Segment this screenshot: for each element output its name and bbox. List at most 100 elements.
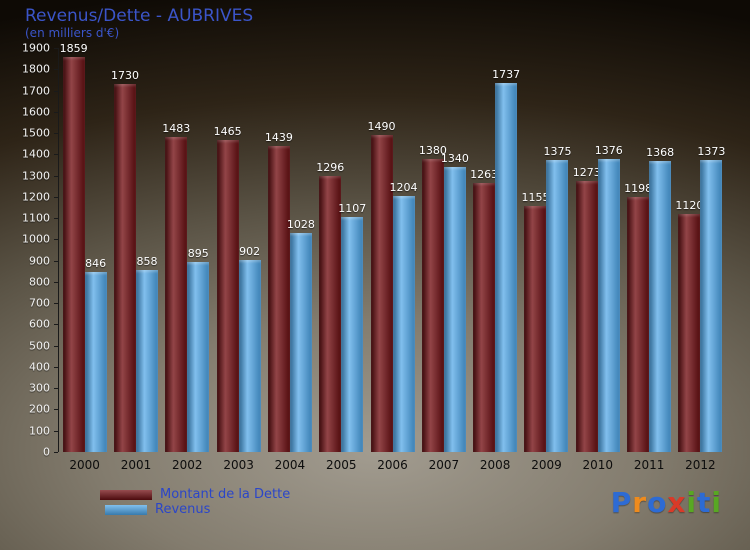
y-tick-mark: [54, 154, 58, 156]
logo-letter: i: [686, 486, 697, 519]
y-tick-mark: [54, 69, 58, 71]
bar-value-label: 1204: [389, 181, 418, 194]
y-tick-label: 300: [29, 381, 50, 395]
bar-wrap: 1204: [390, 181, 418, 452]
bar-value-label: 1380: [418, 144, 447, 157]
x-tick-label: 2009: [531, 458, 562, 472]
bar-value-label: 1439: [264, 131, 293, 144]
bar-value-label: 1859: [59, 42, 88, 55]
bar-revenus: [392, 196, 415, 452]
bar-value-label: 1198: [624, 182, 653, 195]
bar-wrap: 895: [187, 247, 210, 452]
x-tick-label: 2004: [274, 458, 306, 472]
y-tick-label: 1400: [22, 147, 50, 161]
bar-revenus: [495, 83, 518, 452]
bar-group-2005: 1296 1107 2005: [316, 48, 367, 472]
bar-value-label: 1376: [594, 144, 623, 157]
y-tick-mark: [54, 133, 58, 135]
bar-montant-de-la-dette: [62, 57, 85, 452]
bar-wrap: 858: [135, 255, 158, 452]
bar-wrap: 1120: [675, 199, 703, 452]
bar-montant-de-la-dette: [267, 146, 290, 452]
bar-value-label: 1375: [543, 145, 572, 158]
bar-group-2011: 1198 1368 2011: [623, 48, 674, 472]
bar-montant-de-la-dette: [575, 181, 598, 452]
logo-letter: P: [610, 486, 633, 519]
y-tick-label: 900: [29, 254, 50, 268]
y-axis: 1900 1800 1700 1600 1500 1400 1300 1200 1100 1000…: [0, 42, 58, 459]
bar-value-label: 902: [239, 245, 261, 258]
bar-group-2000: 1859 846 2000: [59, 42, 110, 472]
y-tick-label: 1200: [22, 190, 50, 204]
y-tick-mark: [54, 175, 58, 177]
x-tick-label: 2010: [582, 458, 614, 472]
bar-value-label: 1483: [162, 122, 191, 135]
y-tick-mark: [54, 388, 58, 390]
bar-wrap: 1730: [111, 69, 139, 452]
bar-wrap: 1198: [624, 182, 652, 452]
bar-value-label: 846: [85, 257, 107, 270]
y-tick-label: 0: [43, 445, 50, 459]
bar-wrap: 1368: [646, 146, 674, 452]
bar-wrap: 1273: [573, 166, 601, 452]
bar-revenus: [597, 159, 620, 452]
bar-value-label: 1373: [697, 145, 726, 158]
x-tick-label: 2007: [428, 458, 460, 472]
y-tick-mark: [54, 48, 58, 49]
legend-row-revenus: Revenus: [100, 502, 290, 517]
x-tick-label: 2002: [172, 458, 203, 472]
bar-value-label: 1273: [572, 166, 601, 179]
proxiti-logo: Proxiti: [611, 486, 722, 519]
y-tick-label: 1900: [22, 41, 50, 55]
bar-revenus: [649, 161, 672, 452]
bar-wrap: 1296: [316, 161, 344, 452]
y-tick-label: 1300: [22, 169, 50, 183]
logo-letter: i: [711, 486, 722, 519]
bar-group-2010: 1273 1376 2010: [572, 48, 623, 472]
bar-value-label: 858: [136, 255, 158, 268]
bar-group-2004: 1439 1028 2004: [264, 48, 315, 472]
bar-wrap: 1375: [543, 145, 571, 452]
bar-value-label: 1028: [286, 218, 315, 231]
bar-value-label: 1730: [110, 69, 139, 82]
bar-wrap: 1483: [162, 122, 190, 452]
y-tick-mark: [54, 111, 58, 113]
bar-wrap: 1376: [595, 144, 623, 452]
bar-wrap: 1263: [470, 168, 498, 452]
bar-montant-de-la-dette: [370, 135, 393, 452]
bar-wrap: 1490: [368, 120, 396, 452]
bar-montant-de-la-dette: [421, 159, 444, 452]
bar-group-2006: 1490 1204 2006: [367, 48, 418, 472]
logo-letter: x: [667, 486, 687, 519]
bar-group-2009: 1155 1375 2009: [521, 48, 572, 472]
bar-value-label: 1340: [440, 152, 469, 165]
legend-swatch-revenus: [105, 504, 147, 515]
y-tick-label: 1100: [22, 211, 50, 225]
bar-revenus: [238, 260, 261, 452]
bar-montant-de-la-dette: [678, 214, 701, 452]
bar-revenus: [700, 160, 723, 452]
bar-wrap: 1465: [214, 125, 242, 452]
legend-swatch-dette: [100, 489, 152, 500]
y-tick-label: 1500: [22, 126, 50, 140]
bar-group-2008: 1263 1737 2008: [470, 48, 521, 472]
y-tick-label: 1000: [22, 232, 50, 246]
y-tick-mark: [54, 366, 58, 368]
bar-value-label: 1120: [675, 199, 704, 212]
bar-revenus: [187, 262, 210, 452]
bar-value-label: 1263: [470, 168, 499, 181]
y-tick-mark: [54, 430, 58, 432]
y-tick-mark: [54, 196, 58, 198]
bar-wrap: 1373: [697, 145, 725, 452]
bar-wrap: 1107: [338, 202, 366, 452]
y-tick-label: 400: [29, 360, 50, 374]
legend-label-dette: Montant de la Dette: [160, 487, 291, 502]
bar-value-label: 1737: [492, 68, 521, 81]
logo-letter: t: [697, 486, 712, 519]
bar-montant-de-la-dette: [473, 183, 496, 452]
y-tick-mark: [54, 409, 58, 411]
logo-letter: r: [632, 486, 648, 519]
bar-revenus: [84, 272, 107, 452]
y-tick-mark: [54, 239, 58, 241]
bar-wrap: 1439: [265, 131, 293, 452]
